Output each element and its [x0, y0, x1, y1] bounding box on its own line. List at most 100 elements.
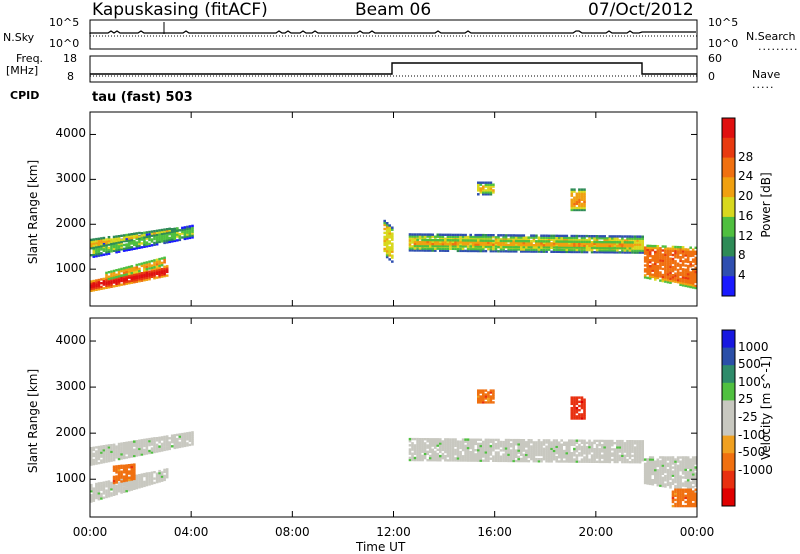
data-cell — [120, 464, 123, 467]
data-cell — [431, 244, 434, 248]
data-cell — [616, 452, 619, 455]
data-cell — [120, 279, 123, 283]
data-cell — [654, 276, 657, 279]
data-cell — [97, 451, 101, 455]
data-cell — [540, 445, 543, 448]
data-cell — [669, 273, 672, 276]
data-cell — [570, 194, 574, 197]
data-cell — [623, 239, 627, 242]
data-cell — [646, 272, 649, 276]
data-cell — [666, 257, 670, 260]
data-cell — [580, 441, 584, 444]
data-cell — [585, 250, 589, 254]
data-cell — [127, 242, 131, 246]
data-cell — [689, 250, 692, 253]
data-cell — [110, 272, 113, 275]
data-cell — [545, 244, 548, 247]
data-cell — [385, 244, 389, 247]
data-cell — [466, 448, 470, 452]
data-cell — [456, 440, 460, 443]
data-cell — [122, 446, 126, 449]
data-cell — [466, 243, 470, 246]
data-cell — [517, 236, 520, 239]
data-cell — [664, 278, 667, 281]
data-cell — [659, 255, 662, 258]
data-cell — [454, 245, 457, 248]
data-cell — [489, 397, 493, 400]
data-cell — [661, 482, 665, 486]
data-cell — [611, 246, 614, 250]
data-cell — [477, 243, 480, 246]
data-cell — [449, 459, 452, 462]
data-cell — [537, 445, 541, 448]
data-cell — [181, 230, 184, 233]
data-cell — [633, 239, 637, 242]
data-cell — [160, 447, 164, 450]
data-cell — [135, 235, 139, 239]
data-cell — [411, 446, 414, 449]
data-cell — [474, 449, 477, 452]
data-cell — [133, 485, 136, 488]
data-cell — [466, 241, 470, 244]
data-cell — [504, 245, 508, 249]
data-cell — [689, 496, 692, 500]
data-cell — [603, 235, 606, 238]
data-cell — [173, 232, 177, 235]
data-cell — [613, 456, 617, 459]
data-cell — [684, 472, 687, 475]
data-cell — [423, 450, 427, 453]
data-cell — [479, 249, 483, 253]
data-cell — [608, 237, 612, 240]
data-cell — [122, 481, 126, 485]
data-cell — [145, 440, 149, 443]
data-cell — [628, 450, 632, 453]
data-cell — [618, 251, 622, 254]
data-cell — [421, 249, 424, 252]
data-cell — [575, 396, 579, 399]
data-cell — [659, 267, 662, 270]
data-cell — [165, 474, 169, 477]
data-cell — [155, 239, 159, 242]
data-cell — [575, 447, 579, 451]
data-cell — [648, 472, 652, 475]
data-cell — [466, 239, 470, 242]
data-cell — [588, 239, 591, 242]
data-cell — [95, 460, 98, 463]
data-cell — [583, 400, 586, 403]
data-cell — [532, 447, 536, 450]
data-cell — [661, 257, 665, 260]
data-cell — [487, 449, 490, 452]
data-cell — [148, 233, 151, 236]
data-cell — [520, 453, 523, 456]
data-cell — [150, 480, 154, 483]
data-cell — [537, 447, 541, 450]
data-cell — [641, 454, 644, 458]
data-cell — [135, 234, 139, 237]
data-cell — [686, 258, 690, 261]
data-cell — [487, 459, 490, 462]
data-cell — [408, 235, 412, 238]
data-cell — [545, 439, 548, 442]
data-cell — [411, 458, 414, 462]
data-cell — [441, 241, 445, 244]
data-cell — [107, 252, 111, 255]
data-cell — [489, 238, 493, 241]
y-tick-label: 1000 — [55, 261, 86, 276]
data-cell — [158, 275, 161, 279]
data-cell — [148, 437, 151, 441]
data-cell — [135, 273, 139, 276]
data-cell — [92, 487, 96, 490]
data-cell — [552, 246, 556, 249]
data-cell — [686, 460, 690, 463]
data-cell — [100, 488, 103, 491]
data-cell — [459, 450, 462, 454]
data-cell — [618, 458, 622, 462]
data-cell — [593, 452, 596, 455]
data-cell — [117, 275, 121, 278]
data-cell — [633, 458, 637, 462]
data-cell — [117, 484, 121, 487]
data-cell — [143, 239, 146, 243]
data-cell — [145, 265, 149, 269]
data-cell — [664, 479, 667, 482]
data-cell — [446, 438, 450, 441]
